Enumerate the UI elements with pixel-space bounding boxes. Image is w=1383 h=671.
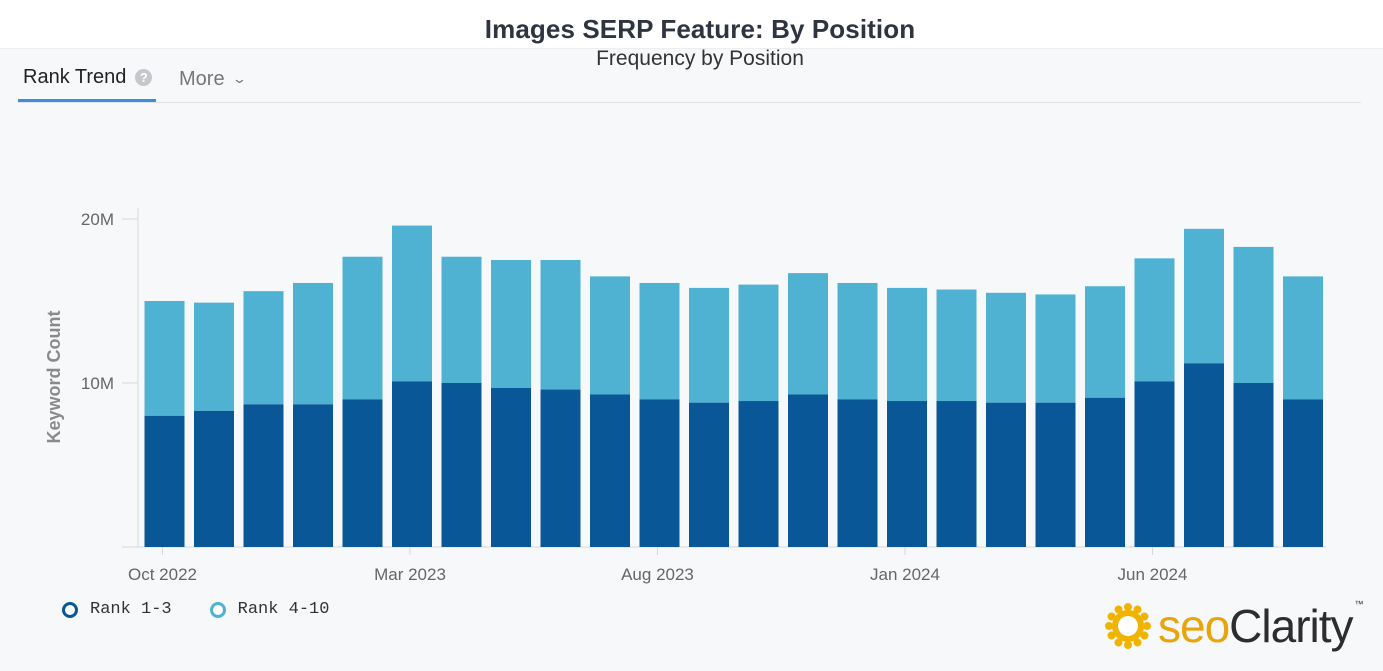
sun-ray (1133, 638, 1142, 647)
bar-rank-1-3[interactable] (441, 383, 482, 547)
bar-rank-1-3[interactable] (144, 415, 185, 547)
bar-rank-1-3[interactable] (936, 401, 977, 547)
bar-rank-1-3[interactable] (1134, 381, 1175, 547)
bar-rank-4-10[interactable] (491, 260, 531, 388)
bar-rank-1-3[interactable] (293, 404, 333, 547)
bar-rank-4-10[interactable] (1283, 276, 1323, 400)
bar-rank-4-10[interactable] (194, 302, 234, 411)
sun-logo-icon (1105, 603, 1151, 649)
legend-item-rank-1-3[interactable]: Rank 1-3 (62, 600, 172, 619)
bar-rank-4-10[interactable] (392, 225, 432, 382)
tab-bar: Rank Trend ? More ⌄ (18, 56, 1361, 103)
sun-ray (1143, 622, 1151, 630)
legend-marker-rank-1-3 (62, 601, 78, 618)
sun-ray (1114, 638, 1123, 647)
chart-legend: Rank 1-3 Rank 4-10 (62, 600, 367, 619)
bar-rank-1-3[interactable] (887, 401, 927, 547)
x-tick-label: Oct 2022 (128, 565, 197, 584)
tab-more[interactable]: More ⌄ (179, 56, 247, 102)
x-tick-label: Jan 2024 (870, 565, 940, 584)
bar-rank-4-10[interactable] (144, 301, 185, 416)
y-axis-title: Keyword Count (44, 310, 64, 443)
bar-rank-4-10[interactable] (540, 260, 581, 390)
sun-ray (1140, 612, 1149, 621)
bar-rank-4-10[interactable] (1134, 258, 1175, 382)
x-tick-label: Mar 2023 (374, 565, 446, 584)
bar-rank-4-10[interactable] (1233, 246, 1274, 383)
bar-rank-1-3[interactable] (837, 399, 878, 547)
bar-rank-4-10[interactable] (1035, 294, 1076, 403)
bar-rank-1-3[interactable] (491, 387, 531, 547)
bar-rank-1-3[interactable] (1085, 397, 1125, 547)
legend-item-rank-4-10[interactable]: Rank 4-10 (209, 600, 330, 619)
x-tick-label: Aug 2023 (621, 565, 694, 584)
bar-rank-1-3[interactable] (1184, 363, 1224, 547)
chart-subtitle: Frequency by Position (596, 47, 804, 70)
bar-rank-4-10[interactable] (986, 292, 1026, 403)
bar-rank-4-10[interactable] (1085, 286, 1125, 398)
bar-rank-4-10[interactable] (441, 256, 482, 383)
bar-rank-1-3[interactable] (540, 389, 581, 547)
bar-rank-4-10[interactable] (887, 287, 927, 402)
legend-marker-rank-4-10 (209, 601, 226, 618)
tab-rank-trend[interactable]: Rank Trend ? (18, 56, 157, 102)
bar-rank-4-10[interactable] (590, 276, 630, 395)
bar-rank-1-3[interactable] (1233, 383, 1274, 547)
bar-rank-4-10[interactable] (738, 284, 779, 402)
bar-rank-1-3[interactable] (788, 394, 828, 547)
sun-ray (1107, 631, 1116, 640)
logo-tm: ™ (1354, 599, 1364, 609)
bar-rank-4-10[interactable] (689, 287, 729, 403)
sun-ray (1140, 631, 1149, 640)
seoclarity-logo: seoClarity ™ (1104, 598, 1364, 654)
chart-header: Images SERP Feature: By Position Frequen… (0, 14, 1383, 71)
sun-ray (1133, 605, 1142, 614)
chart-title: Images SERP Feature: By Position (484, 14, 916, 44)
bar-rank-1-3[interactable] (590, 394, 630, 547)
legend-label-rank-1-3: Rank 1-3 (90, 600, 172, 619)
bar-rank-1-3[interactable] (689, 402, 729, 547)
bar-rank-4-10[interactable] (837, 282, 878, 400)
bar-rank-1-3[interactable] (986, 402, 1026, 547)
logo-text-seo: seo (1158, 600, 1230, 652)
bar-rank-1-3[interactable] (1283, 399, 1323, 547)
bar-rank-1-3[interactable] (639, 399, 680, 547)
help-icon[interactable]: ? (135, 69, 153, 86)
bar-rank-1-3[interactable] (738, 401, 779, 547)
bar-rank-4-10[interactable] (936, 289, 977, 402)
sun-ray (1107, 612, 1116, 621)
sun-ray (1105, 622, 1113, 630)
bar-rank-4-10[interactable] (342, 256, 383, 400)
sun-ray (1124, 603, 1132, 611)
bar-rank-4-10[interactable] (788, 273, 828, 395)
chevron-down-icon: ⌄ (231, 71, 247, 86)
sun-ray (1124, 641, 1132, 649)
sun-ray (1114, 605, 1123, 614)
x-tick-label: Jun 2024 (1118, 565, 1188, 584)
bar-rank-1-3[interactable] (392, 381, 432, 547)
legend-label-rank-4-10: Rank 4-10 (237, 600, 330, 619)
bar-rank-4-10[interactable] (293, 282, 333, 405)
logo-text-clarity: Clarity (1229, 600, 1353, 652)
bar-rank-4-10[interactable] (243, 291, 284, 405)
y-tick-label: 20M (81, 210, 114, 229)
bar-rank-4-10[interactable] (1184, 228, 1224, 364)
bar-rank-1-3[interactable] (243, 404, 284, 547)
tab-more-label: More (179, 67, 225, 90)
bar-rank-1-3[interactable] (342, 399, 383, 547)
logo-text: seoClarity ™ (1158, 599, 1364, 653)
bar-rank-4-10[interactable] (639, 282, 680, 400)
tab-rank-trend-label: Rank Trend (23, 66, 127, 88)
bar-rank-1-3[interactable] (194, 410, 234, 547)
bar-rank-1-3[interactable] (1035, 402, 1076, 547)
y-tick-label: 10M (81, 374, 114, 393)
